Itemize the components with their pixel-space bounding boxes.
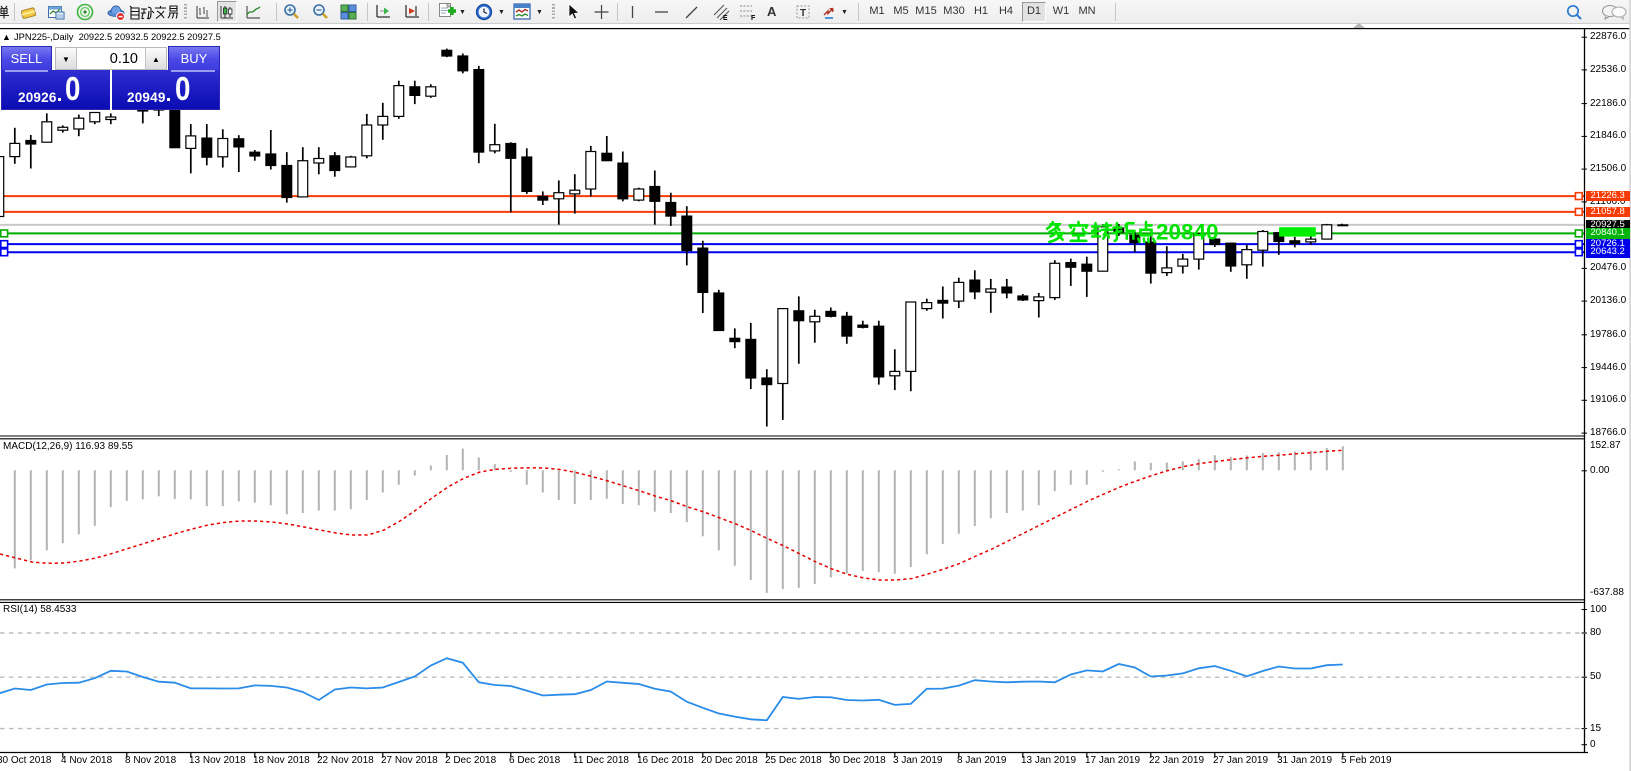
svg-text:20840: 20840 — [1156, 220, 1219, 245]
svg-text:T: T — [800, 8, 806, 19]
svg-text:F: F — [751, 15, 756, 21]
svg-text:E: E — [723, 15, 728, 21]
